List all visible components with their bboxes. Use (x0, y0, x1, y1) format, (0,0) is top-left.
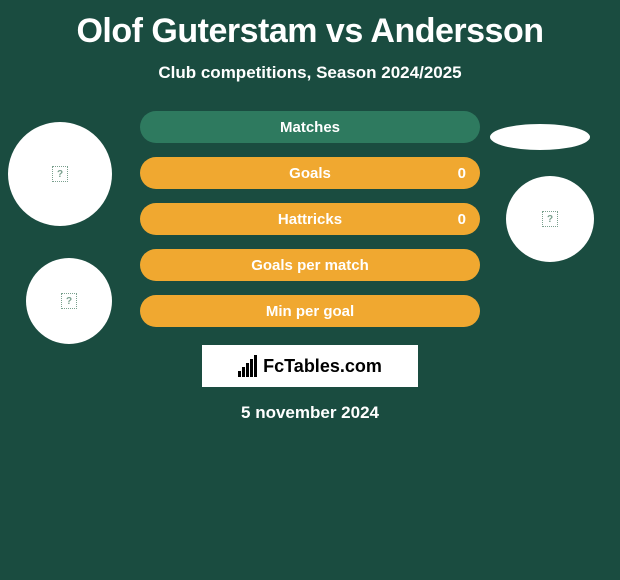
stat-bar-matches: Matches (140, 111, 480, 143)
stat-bar-value: 0 (458, 165, 466, 182)
page-subtitle: Club competitions, Season 2024/2025 (0, 63, 620, 83)
stat-bar-label: Goals per match (251, 257, 369, 274)
stat-bars: Matches Goals 0 Hattricks 0 Goals per ma… (140, 111, 480, 327)
stat-bar-goals: Goals 0 (140, 157, 480, 189)
chart-icon (238, 355, 257, 377)
footer-date: 5 november 2024 (0, 403, 620, 423)
stat-bar-label: Hattricks (278, 211, 342, 228)
stat-bar-hattricks: Hattricks 0 (140, 203, 480, 235)
stat-bar-label: Matches (280, 119, 340, 136)
player-avatar-left-2: ? (26, 258, 112, 344)
player-avatar-right: ? (506, 176, 594, 262)
image-placeholder-icon: ? (52, 166, 68, 182)
stat-bar-value: 0 (458, 211, 466, 228)
image-placeholder-icon: ? (61, 293, 77, 309)
image-placeholder-icon: ? (542, 211, 558, 227)
stat-bar-label: Goals (289, 165, 331, 182)
brand-logo-text: FcTables.com (263, 356, 382, 377)
stat-bar-label: Min per goal (266, 303, 354, 320)
page-title: Olof Guterstam vs Andersson (0, 0, 620, 51)
brand-logo: FcTables.com (202, 345, 418, 387)
stat-bar-goals-per-match: Goals per match (140, 249, 480, 281)
decorative-ellipse (490, 124, 590, 150)
player-avatar-left-1: ? (8, 122, 112, 226)
stat-bar-min-per-goal: Min per goal (140, 295, 480, 327)
